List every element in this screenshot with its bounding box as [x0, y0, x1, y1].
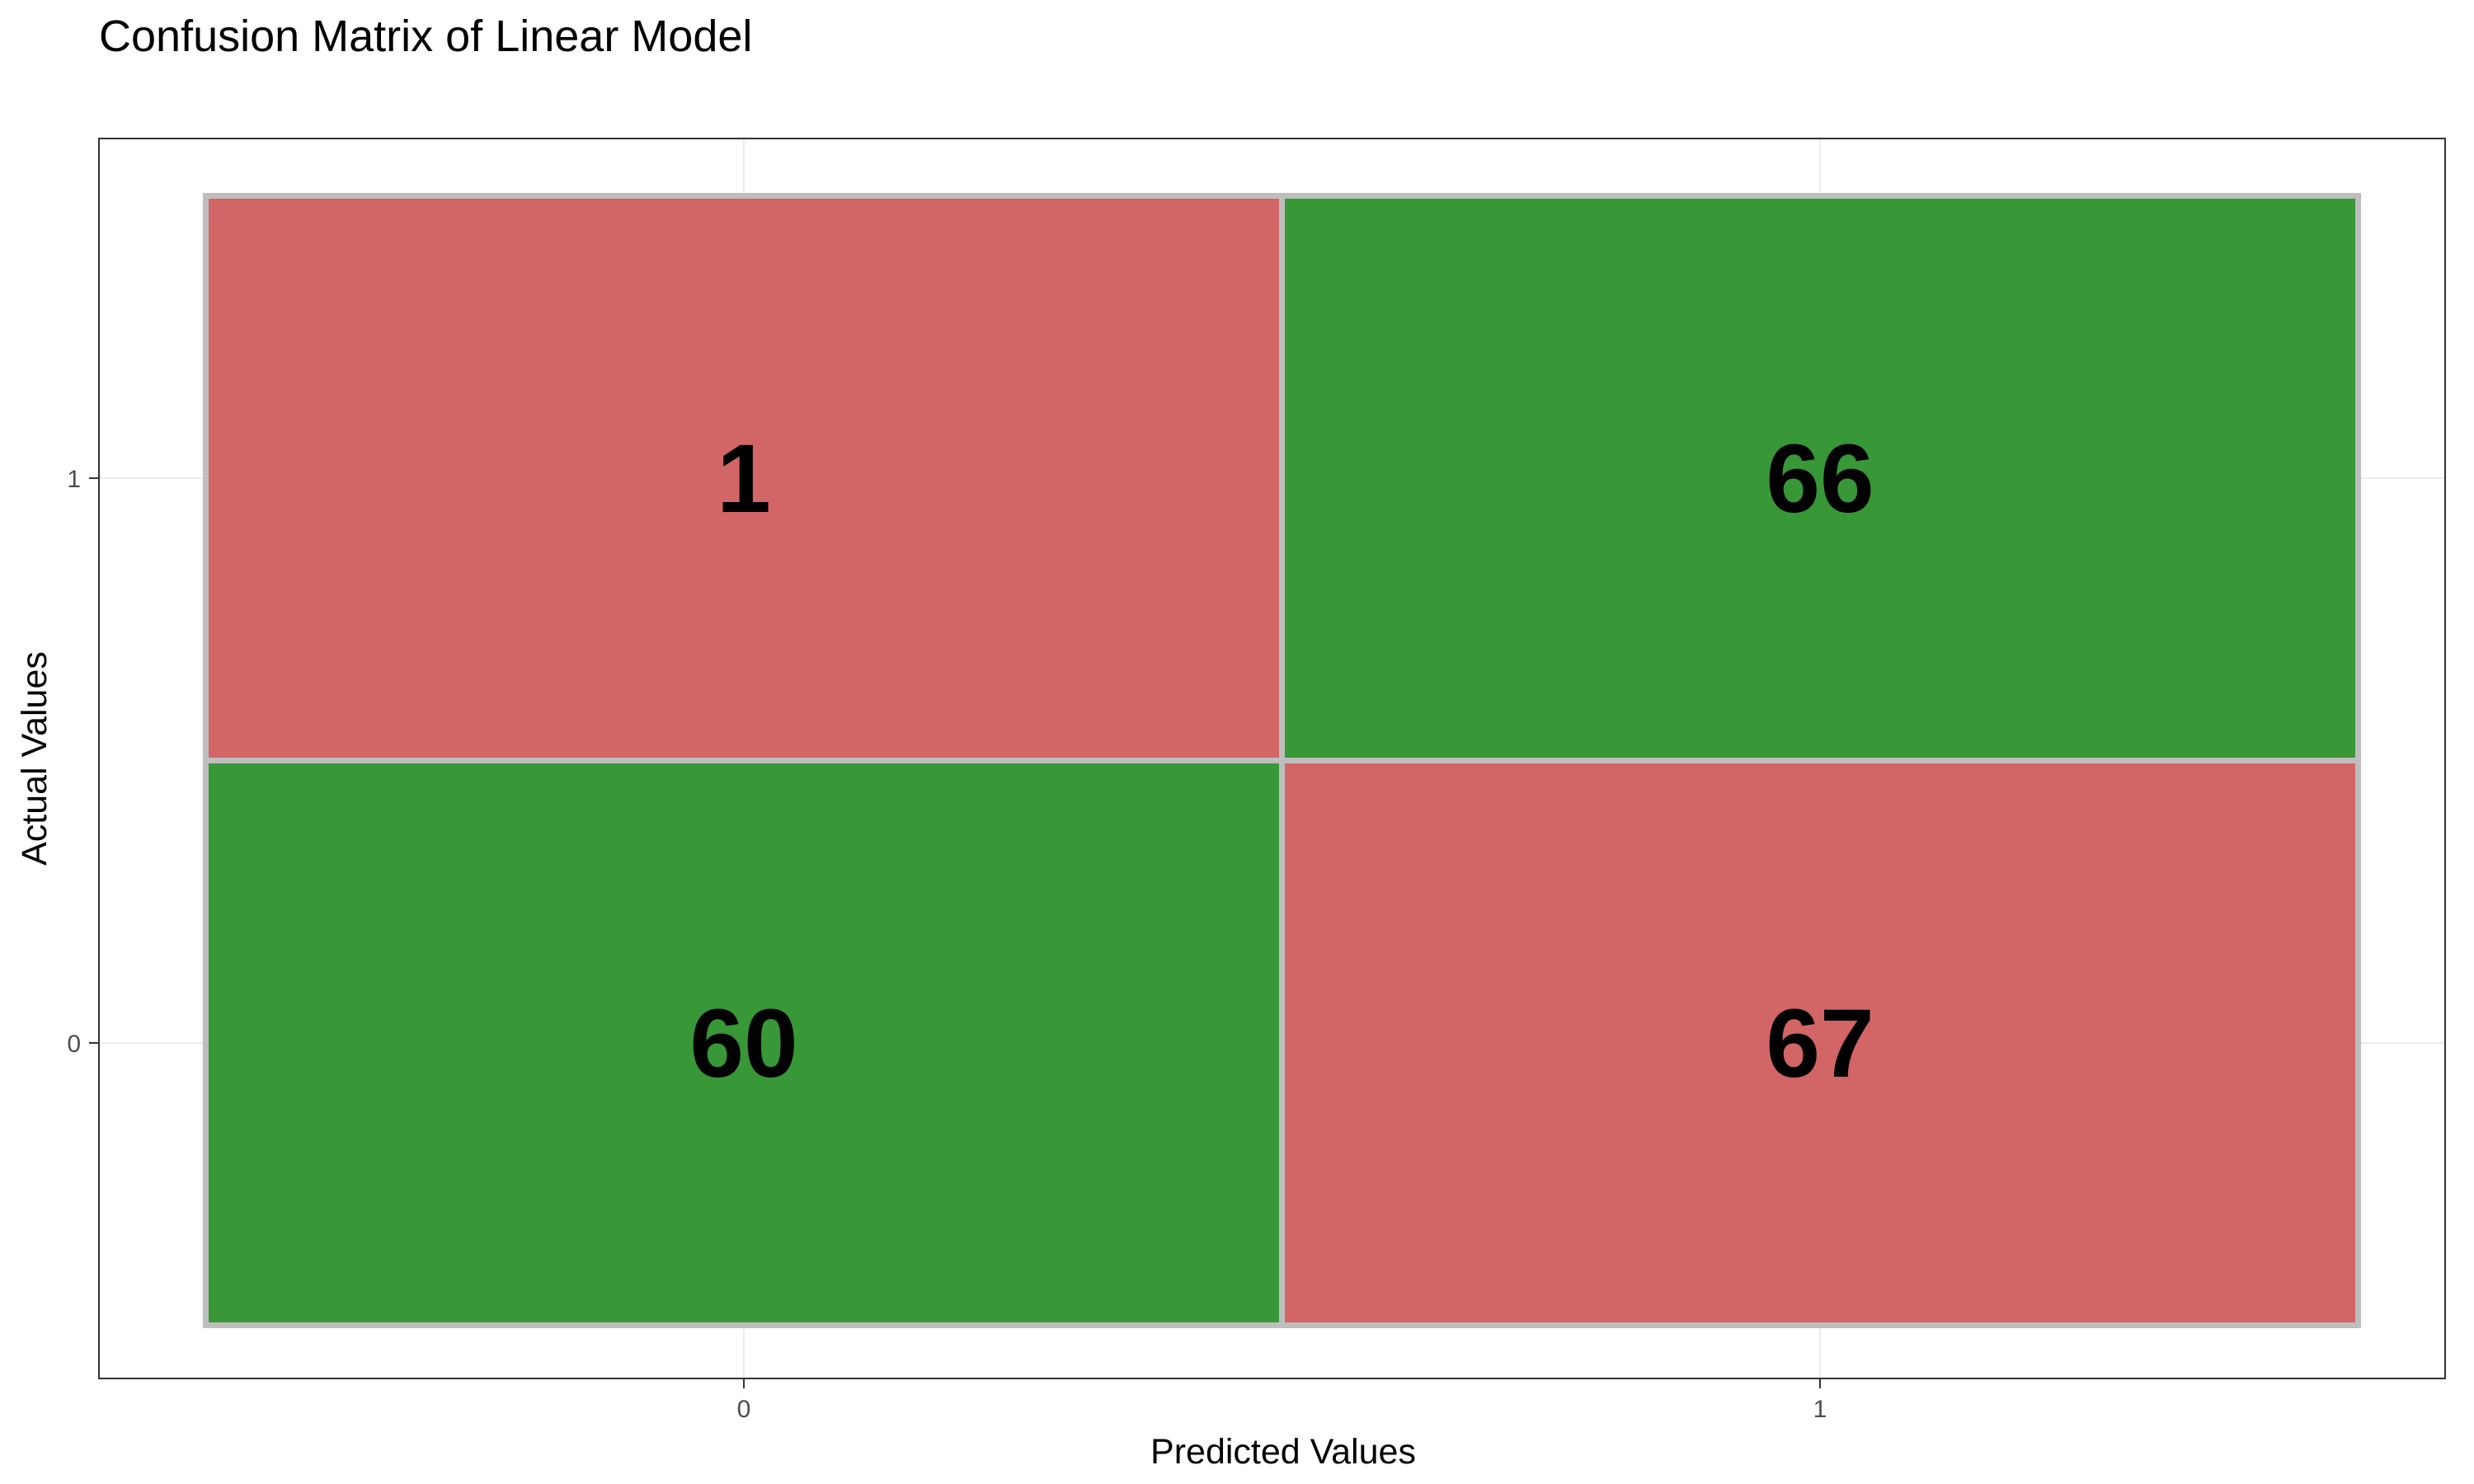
cell-labels: 1 66 60 67 [689, 425, 1874, 1098]
tile-pred-0-actual-1 [203, 193, 1285, 763]
cell-value-pred-0-actual-0: 60 [689, 989, 797, 1098]
panel-border [98, 138, 2446, 1379]
tile-pred-1-actual-0 [1279, 758, 2361, 1328]
chart-title: Confusion Matrix of Linear Model [99, 12, 752, 61]
cell-value-pred-1-actual-0: 67 [1766, 989, 1874, 1098]
cell-value-pred-1-actual-1: 66 [1766, 425, 1874, 533]
tiles [203, 193, 2361, 1328]
x-tick-label-0: 0 [737, 1396, 751, 1423]
y-axis-title: Actual Values [15, 651, 54, 866]
y-axis-ticks: 01 [67, 466, 99, 1058]
tile-pred-0-actual-0 [203, 758, 1285, 1328]
x-axis-title: Predicted Values [1150, 1432, 1416, 1472]
x-tick-label-1: 1 [1813, 1396, 1827, 1423]
y-tick-label-0: 0 [67, 1031, 81, 1058]
cell-value-pred-0-actual-1: 1 [717, 425, 771, 533]
y-tick-label-1: 1 [67, 466, 81, 493]
